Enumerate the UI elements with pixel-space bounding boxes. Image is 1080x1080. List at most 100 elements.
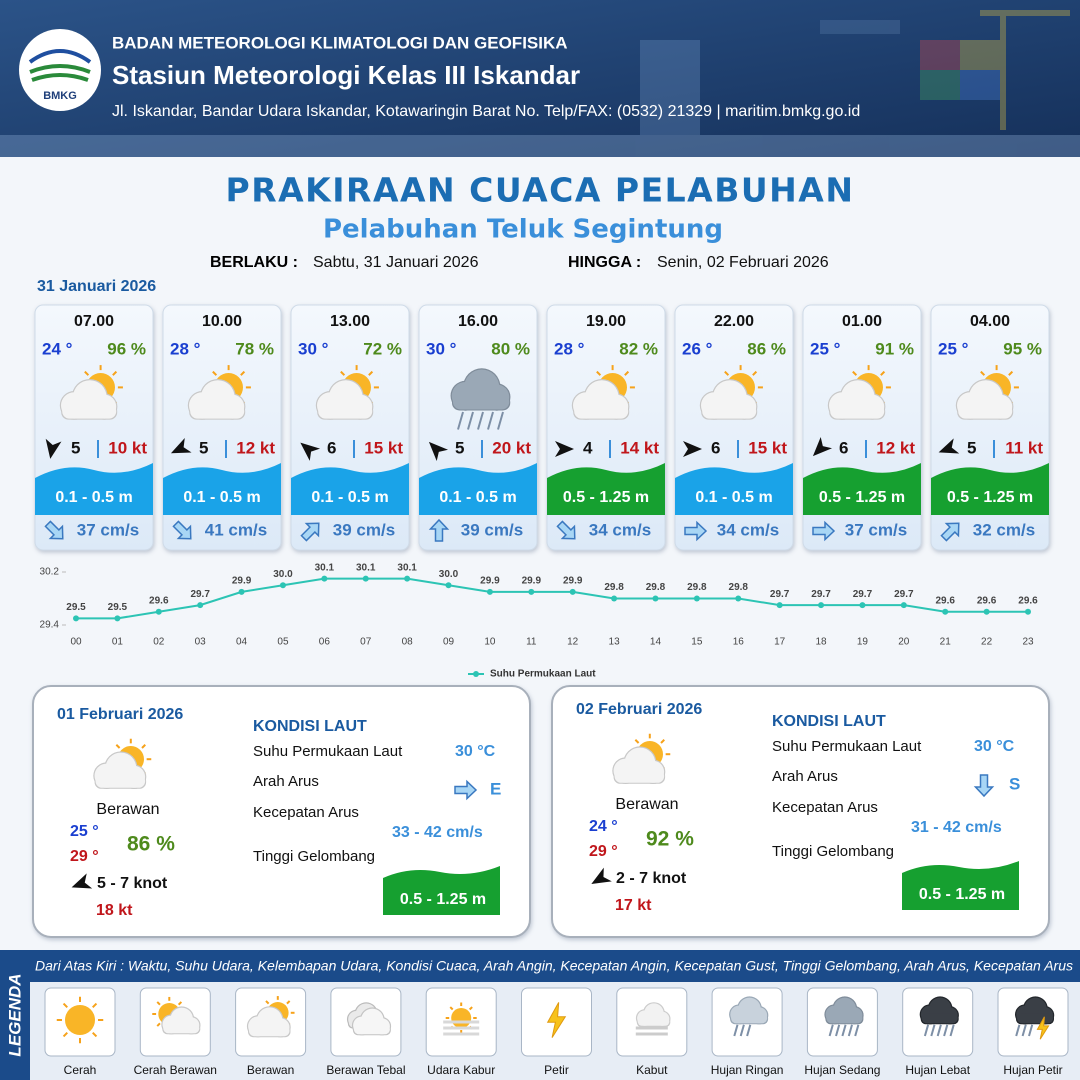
weather-icon: [450, 368, 511, 430]
legend-item: Cerah Berawan: [134, 1063, 217, 1077]
wind-speed: 5: [199, 438, 208, 457]
sun-ray: [980, 370, 986, 376]
wave-height: 0.1 - 0.5 m: [311, 489, 388, 506]
sst-point: [197, 602, 204, 609]
current-arrow: [300, 522, 320, 542]
rain: [1021, 1024, 1027, 1037]
value-label: 29.6: [935, 595, 955, 606]
lightning: [546, 1002, 567, 1038]
cloud-part: [830, 404, 885, 419]
wave: [931, 463, 1049, 515]
x-tick-label: 10: [484, 637, 496, 648]
time: 01.00: [842, 313, 882, 330]
cloud-part: [62, 404, 117, 419]
sst-point: [404, 575, 411, 582]
sea-heading: KONDISI LAUT: [253, 718, 367, 735]
wind-speed: 5: [967, 438, 976, 457]
rain: [467, 411, 474, 430]
value-label: 29.8: [687, 582, 707, 593]
rain: [930, 1024, 936, 1037]
x-tick-label: 21: [940, 637, 952, 648]
weather-icon: [612, 733, 671, 784]
sun-ray: [1008, 370, 1014, 376]
gust: 15 kt: [748, 438, 787, 457]
value-label: 29.7: [770, 589, 790, 600]
wave-height: 0.1 - 0.5 m: [55, 489, 132, 506]
day1-date: 31 Januari 2026: [37, 278, 156, 295]
wave: [383, 866, 500, 915]
cloud-part: [702, 404, 757, 419]
value-label: 29.6: [1018, 595, 1038, 606]
sun: [451, 1008, 472, 1028]
wind-range: 2 - 7 knot: [616, 870, 687, 887]
sst-point: [73, 615, 79, 622]
temp-min: 25 °: [70, 823, 99, 840]
cloud-part: [190, 404, 245, 419]
current-arrow: [172, 520, 192, 540]
wind-speed: 5: [455, 438, 464, 457]
value-label: 29.5: [66, 602, 86, 613]
weather-icon: [571, 365, 635, 420]
sst-point: [114, 615, 121, 622]
current-direction: E: [490, 779, 501, 798]
legend-item: Udara Kabur: [427, 1063, 495, 1077]
time: 16.00: [458, 313, 498, 330]
current-speed: 39 cm/s: [461, 520, 523, 539]
value-label: 29.5: [108, 602, 128, 613]
humidity: 78 %: [235, 339, 274, 358]
gust: 15 kt: [364, 438, 403, 457]
wave: [419, 463, 537, 515]
sun-ray: [340, 370, 346, 376]
sea-label: Tinggi Gelombang: [253, 848, 375, 865]
sst: 30 °C: [455, 743, 496, 760]
temp-max: 29 °: [589, 843, 618, 860]
humidity: 91 %: [875, 339, 914, 358]
x-tick-label: 11: [526, 637, 537, 648]
rain: [746, 1024, 752, 1037]
current-speed: 31 - 42 cm/s: [911, 819, 1002, 836]
legend-title: LEGENDA: [5, 973, 24, 1056]
legend-item: Hujan Lebat: [905, 1063, 970, 1077]
time: 19.00: [586, 313, 626, 330]
gust: 11 kt: [1005, 438, 1043, 457]
value-label: 30.0: [439, 569, 459, 580]
sun-ray: [112, 370, 118, 376]
current-speed: 41 cm/s: [205, 520, 267, 539]
rain: [1028, 1024, 1034, 1037]
gust: 18 kt: [96, 902, 133, 919]
time: 07.00: [74, 313, 114, 330]
sst-point: [652, 595, 659, 602]
weather-icon: [699, 365, 763, 420]
sun-ray: [84, 370, 90, 376]
sst-point: [321, 575, 328, 582]
value-label: 29.9: [563, 576, 583, 587]
sea-label: Kecepatan Arus: [253, 804, 359, 821]
legend-marker: [473, 671, 479, 677]
legend-icon: [635, 1002, 671, 1036]
legend-item: Hujan Ringan: [711, 1063, 784, 1077]
legend-item: Berawan: [247, 1063, 294, 1077]
sst-point: [155, 608, 162, 615]
wave: [547, 463, 665, 515]
wave-height: 0.5 - 1.25 m: [400, 891, 486, 908]
gust: 12 kt: [876, 438, 915, 457]
sun-ray: [177, 1001, 183, 1006]
sun-ray: [624, 370, 630, 376]
rain: [943, 1024, 949, 1037]
value-label: 30.1: [397, 562, 417, 573]
logo: [19, 29, 101, 111]
weather-icon: [93, 738, 152, 789]
x-tick-label: 02: [153, 637, 165, 648]
current-speed: 33 - 42 cm/s: [392, 824, 483, 841]
sun-ray: [92, 1002, 98, 1008]
weather-icon: [59, 365, 123, 420]
value-label: 29.6: [149, 595, 169, 606]
value-label: 29.8: [646, 582, 666, 593]
wave-height: 0.1 - 0.5 m: [439, 489, 516, 506]
logo-text: BMKG: [43, 90, 77, 102]
rain: [949, 1024, 955, 1037]
header-bg: [0, 0, 1080, 157]
legend-icon: [824, 996, 864, 1037]
x-tick-label: 14: [650, 637, 662, 648]
x-tick-label: 19: [857, 637, 869, 648]
